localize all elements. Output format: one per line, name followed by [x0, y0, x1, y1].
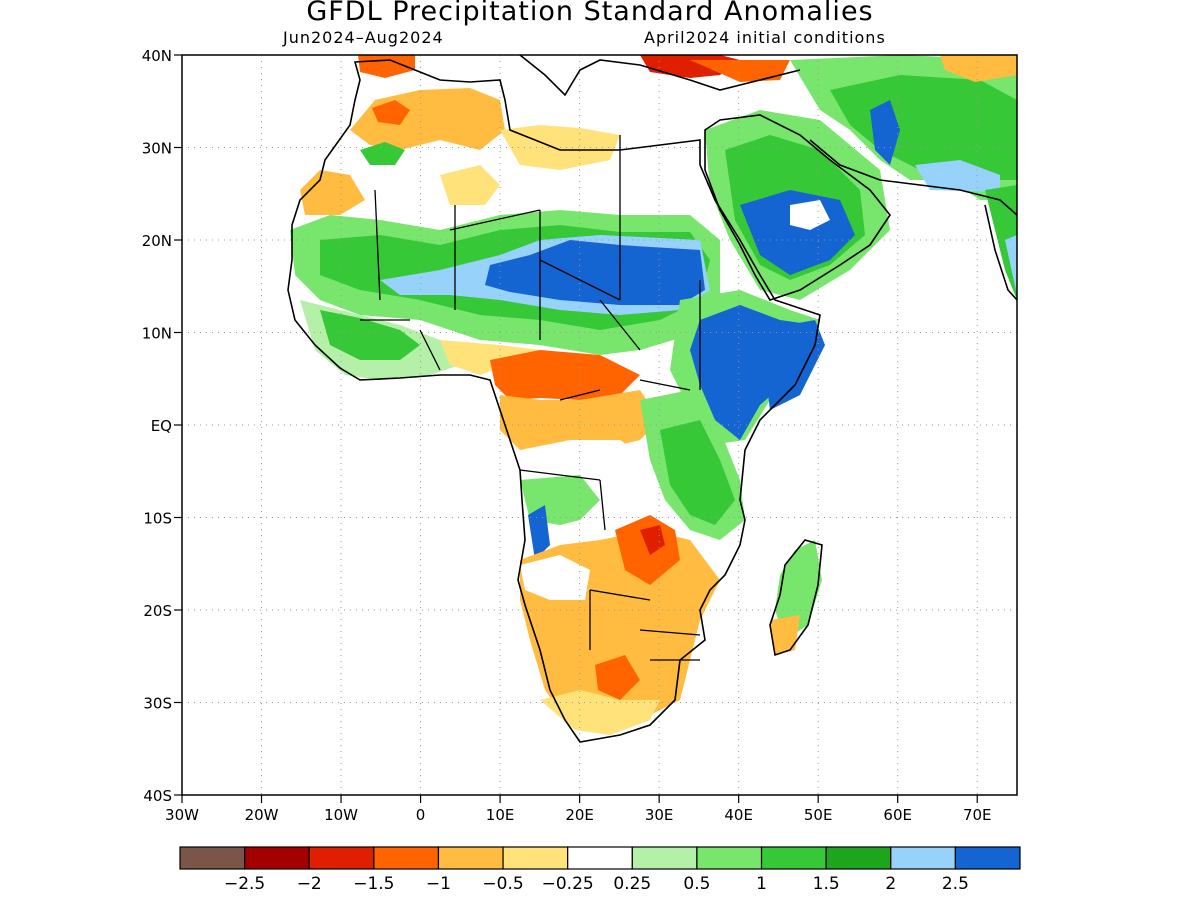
anomaly-fill-layer [290, 55, 1017, 735]
colorbar: −2.5 −2 −1.5 −1 −0.5 −0.25 0.25 0.5 1 1.5 2 2.5 [179, 846, 1021, 894]
gulf-coastline [809, 139, 1018, 216]
lon-tick-label: 30W [165, 806, 199, 824]
colorbar-swatch [954, 846, 1021, 870]
colorbar-swatch [437, 846, 504, 870]
india-coastline [984, 204, 1018, 301]
arabia-white-core [790, 200, 830, 230]
lat-tick-label: 30N [142, 140, 172, 158]
central-red [490, 350, 640, 400]
colorbar-swatch [760, 846, 827, 870]
zambia-red [615, 515, 680, 585]
colorbar-label: 2 [885, 874, 896, 894]
west-coast-green-dark [320, 310, 420, 360]
arabia-blue [740, 190, 855, 275]
colorbar-label: −1.5 [353, 874, 394, 894]
arabia-coastline [704, 114, 891, 301]
colorbar-swatch [696, 846, 763, 870]
lat-tick-label: EQ [151, 417, 172, 435]
east-africa-dark-green [660, 420, 735, 525]
botswana-red [595, 655, 640, 700]
colorbar-swatch [179, 846, 246, 870]
north-green-patch [360, 142, 405, 165]
india-green [985, 185, 1017, 300]
colorbar-label: 0.5 [683, 874, 710, 894]
colorbar-swatch [308, 846, 375, 870]
colorbar-label: 1.5 [813, 874, 840, 894]
lon-tick-label: 30E [645, 806, 674, 824]
coastline-layer [287, 54, 1018, 743]
lon-tick-label: 0 [416, 806, 426, 824]
colorbar-label: −0.5 [482, 874, 523, 894]
gulf-guinea-yellow [440, 340, 540, 375]
lon-tick-label: 40E [724, 806, 753, 824]
colorbar-swatch [502, 846, 569, 870]
lon-tick-label: 60E [883, 806, 912, 824]
south-africa-yellow [540, 690, 660, 735]
iran-dark-green [830, 75, 1017, 180]
north-dry-orange-1 [350, 88, 505, 150]
lat-tick-label: 20S [143, 602, 172, 620]
pakistan-orange [940, 55, 1017, 82]
turkey-orange [690, 60, 790, 82]
colorbar-label: −1 [426, 874, 451, 894]
colorbar-swatch [890, 846, 956, 870]
country-borders [360, 135, 701, 661]
colorbar-swatch [631, 846, 698, 870]
europe-coastline [519, 54, 801, 97]
libya-coast-red [372, 100, 410, 125]
iran-blue-patch [870, 100, 900, 165]
colorbar-label: 2.5 [942, 874, 969, 894]
madagascar-coastline [769, 539, 823, 657]
namibia-white [520, 555, 590, 600]
lat-tick-label: 20N [142, 232, 172, 250]
initial-conditions: April2024 initial conditions [644, 28, 886, 47]
north-dry-orange-2 [300, 170, 365, 215]
madagascar-orange [770, 615, 800, 655]
lon-tick-label: 70E [963, 806, 992, 824]
colorbar-swatch [825, 846, 892, 870]
lat-tick-label: 10S [143, 510, 172, 528]
colorbar-label: −2 [297, 874, 322, 894]
colorbar-label: −0.25 [542, 874, 594, 894]
angola-blue [528, 505, 550, 560]
lon-tick-label: 20E [565, 806, 594, 824]
africa-coastline [287, 59, 821, 743]
colorbar-swatch [244, 846, 310, 870]
lon-tick-label: 20W [245, 806, 279, 824]
lat-tick-label: 40S [143, 787, 172, 805]
central-orange [500, 390, 660, 455]
colorbar-swatch [373, 846, 440, 870]
forecast-period: Jun2024–Aug2024 [283, 28, 444, 47]
map-title: GFDL Precipitation Standard Anomalies [306, 0, 874, 27]
lon-tick-label: 10E [486, 806, 515, 824]
colorbar-label: 1 [756, 874, 767, 894]
colorbar-label: −2.5 [224, 874, 265, 894]
north-dry-yellow-2 [440, 165, 500, 205]
lon-tick-label: 10W [324, 806, 358, 824]
lon-tick-label: 50E [804, 806, 833, 824]
lat-tick-label: 40N [142, 47, 172, 65]
lat-tick-label: 10N [142, 325, 172, 343]
india-light-blue [1005, 235, 1017, 295]
iran-light-blue [915, 160, 1000, 192]
horn-blue-east [760, 320, 825, 410]
lat-tick-label: 30S [143, 695, 172, 713]
colorbar-label: 0.25 [613, 874, 651, 894]
colorbar-swatch [567, 846, 633, 870]
